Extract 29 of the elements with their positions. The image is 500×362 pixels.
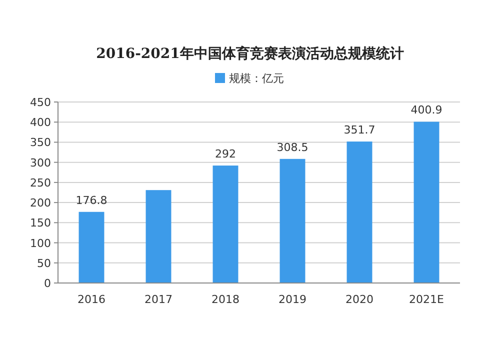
bar [346, 142, 372, 283]
bar [212, 166, 238, 283]
y-tick-label: 200 [30, 196, 51, 210]
data-label: 308.5 [276, 140, 308, 154]
data-label: 292 [215, 148, 236, 161]
y-tick-label: 0 [44, 277, 51, 290]
data-label: 176.8 [76, 194, 108, 207]
x-tick-label: 2018 [212, 293, 240, 306]
x-tick-label: 2021E [409, 293, 444, 306]
bar [78, 212, 104, 283]
y-tick-label: 350 [30, 136, 51, 150]
x-tick-label: 2020 [346, 293, 374, 306]
bar [414, 122, 440, 283]
data-label: 351.7 [344, 124, 376, 137]
bar [146, 190, 172, 283]
x-tick-label: 2017 [144, 293, 172, 306]
y-tick-label: 250 [30, 176, 51, 190]
y-tick-label: 150 [30, 216, 51, 230]
y-tick-label: 400 [30, 116, 51, 130]
x-tick-label: 2019 [278, 293, 306, 306]
y-tick-label: 50 [37, 256, 51, 270]
legend-label: 规模：亿元 [229, 72, 284, 85]
x-tick-label: 2016 [78, 293, 106, 306]
bar [280, 158, 306, 283]
data-label: 400.9 [410, 104, 442, 117]
chart-title: 2016-2021年中国体育竞赛表演活动总规模统计 [96, 45, 404, 62]
y-tick-label: 300 [30, 156, 51, 170]
y-tick-label: 100 [30, 236, 51, 250]
y-tick-label: 450 [30, 96, 51, 109]
